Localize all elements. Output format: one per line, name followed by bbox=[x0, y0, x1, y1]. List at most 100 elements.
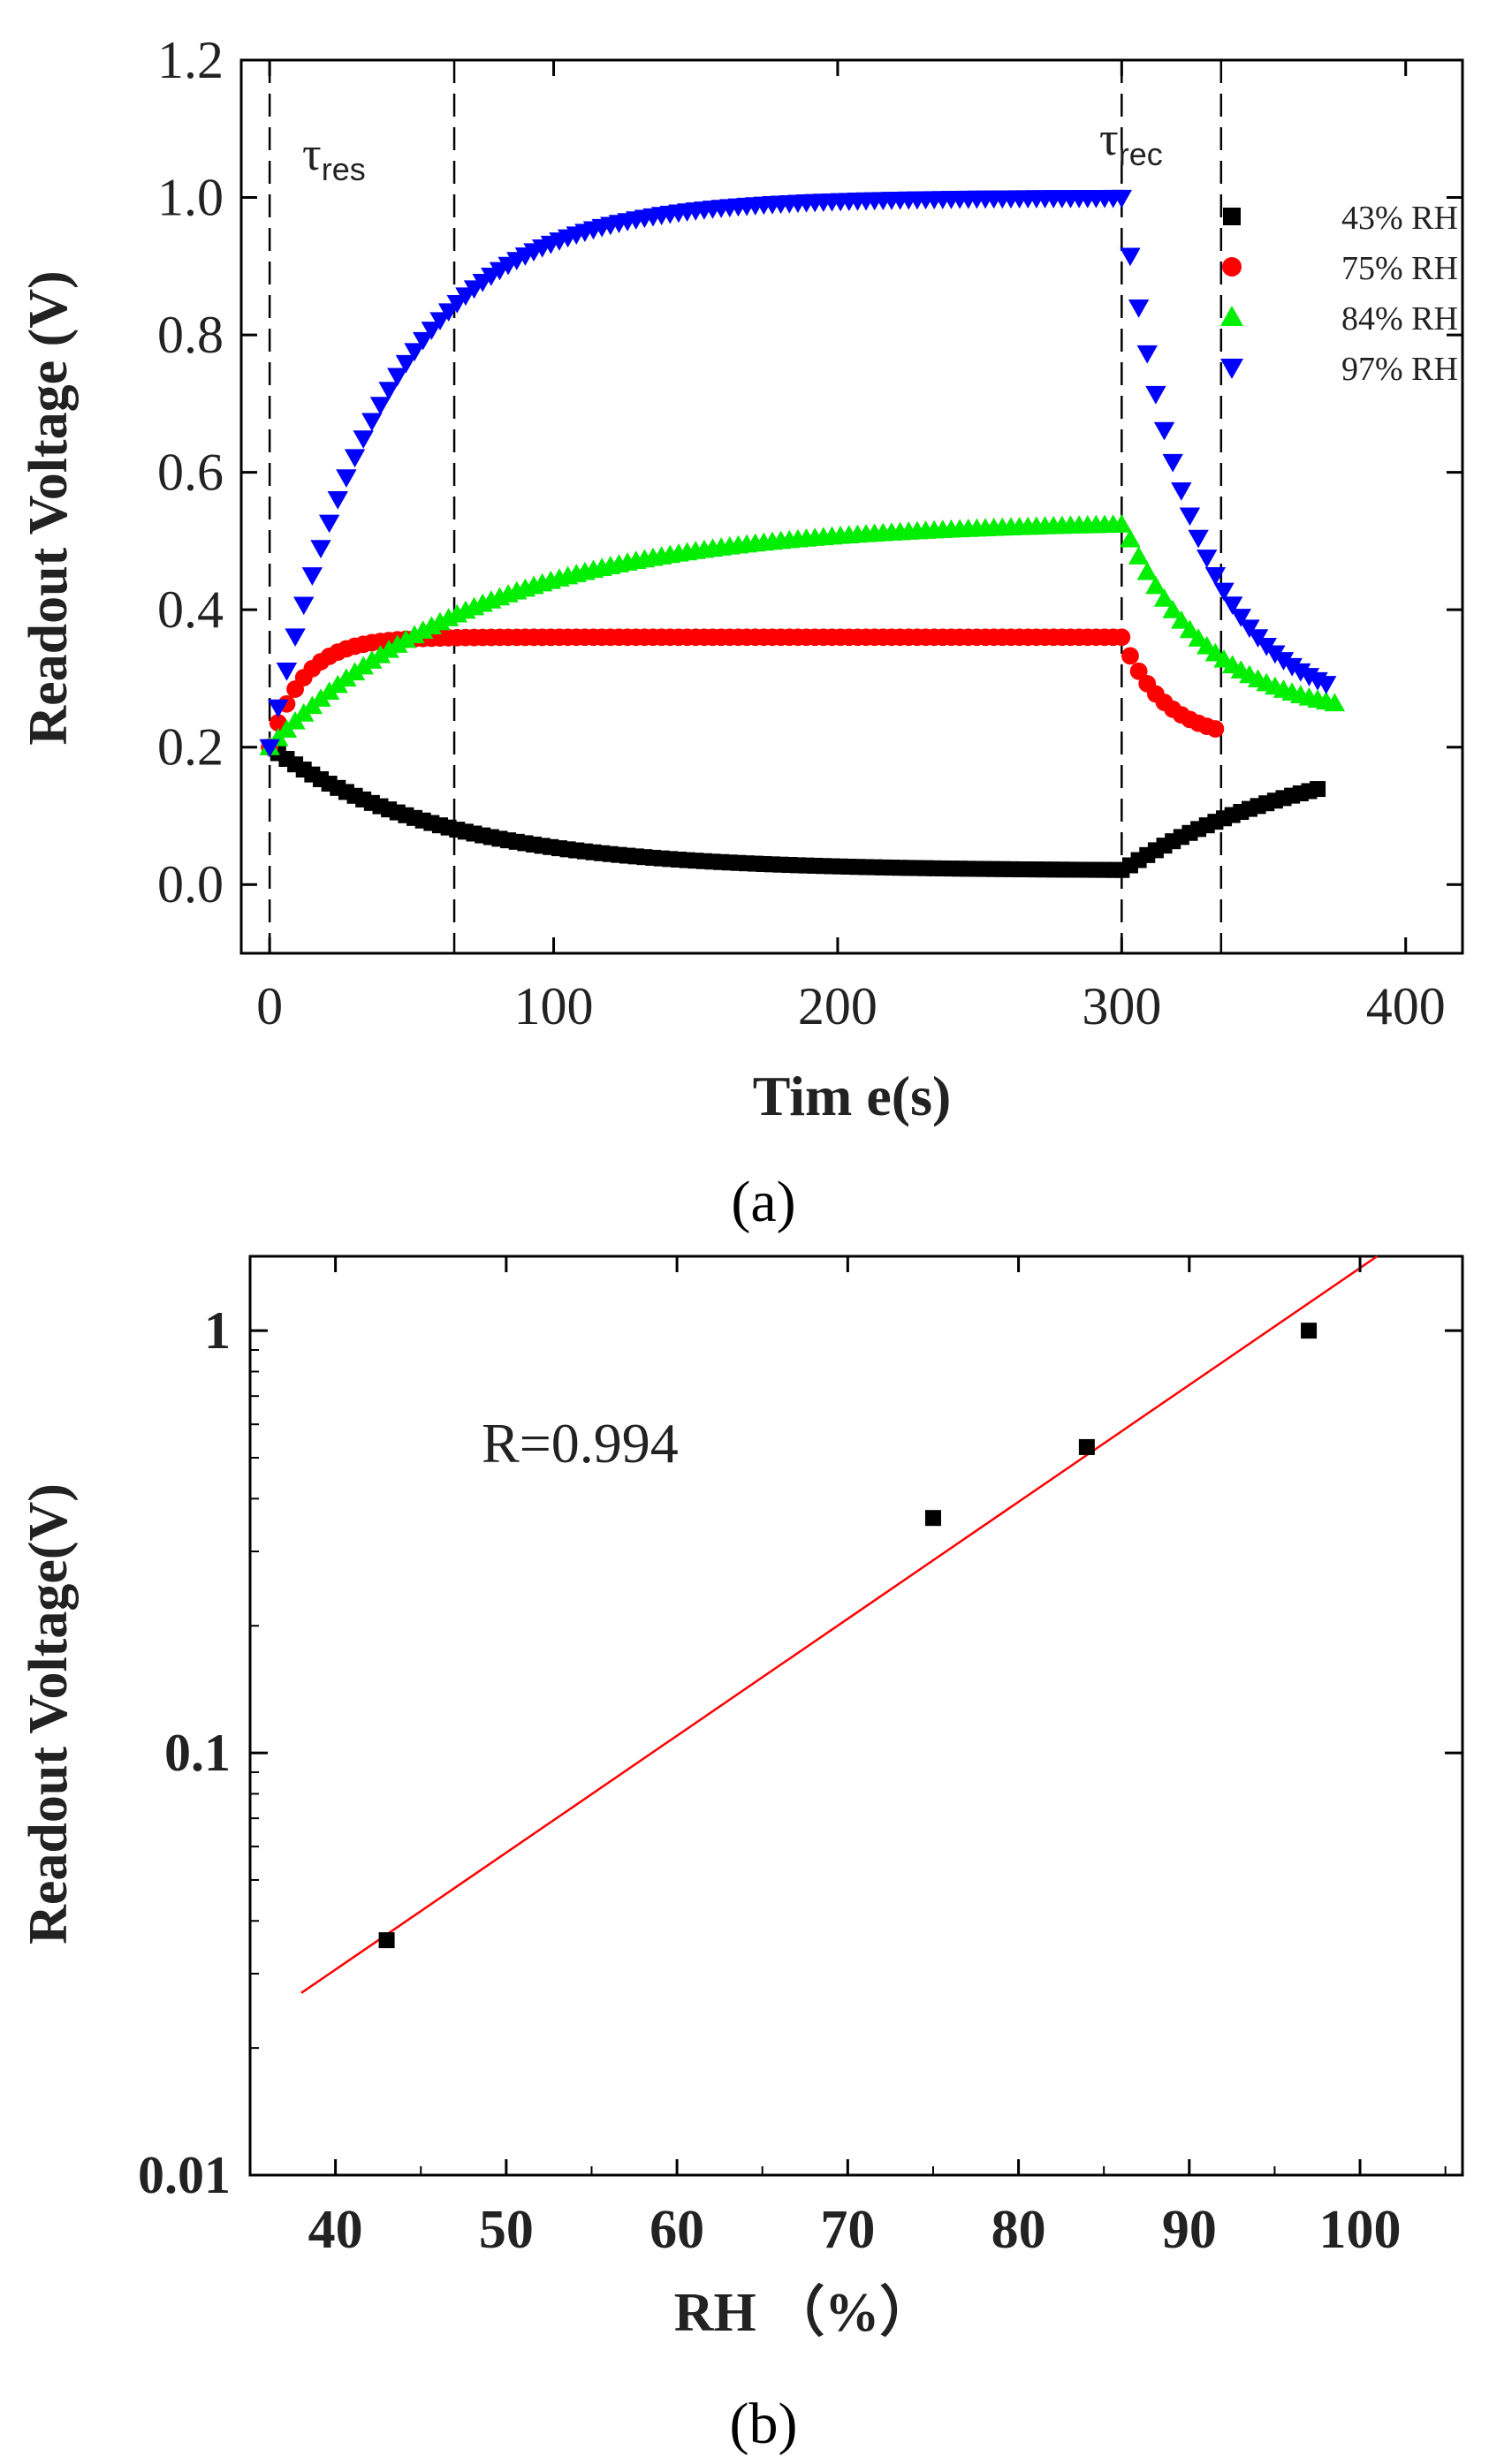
data-point bbox=[1136, 345, 1158, 364]
tau-res-symbol: τ bbox=[302, 127, 322, 180]
data-point bbox=[1179, 619, 1201, 639]
data-point bbox=[1171, 482, 1192, 501]
panel-b-ylabel: Readout Voltage(V) bbox=[19, 1483, 79, 1945]
panel-b-data bbox=[378, 1323, 1318, 1949]
x-tick-label: 40 bbox=[308, 2200, 363, 2260]
data-point bbox=[1204, 566, 1227, 586]
x-tick-label: 200 bbox=[798, 977, 877, 1035]
tau-res-annotation: τres bbox=[302, 127, 366, 187]
data-point bbox=[353, 656, 374, 675]
data-point bbox=[301, 567, 323, 586]
panel-a-legend: 43% RH 75% RH 84% RH 97% RH bbox=[1220, 200, 1458, 388]
data-point bbox=[1128, 546, 1150, 565]
tau-rec-subscript: rec bbox=[1119, 136, 1163, 172]
x-tick-label: 0 bbox=[256, 977, 283, 1035]
data-point bbox=[1113, 628, 1131, 647]
series-43-rh bbox=[262, 739, 1326, 878]
data-point bbox=[378, 639, 399, 658]
data-point bbox=[378, 1932, 395, 1949]
data-point bbox=[1230, 609, 1252, 627]
fit-line bbox=[300, 1255, 1379, 1994]
y-tick-label: 0.0 bbox=[157, 855, 224, 914]
x-tick-label: 60 bbox=[650, 2200, 704, 2260]
data-point bbox=[1136, 561, 1158, 580]
y-tick-label: 0.2 bbox=[157, 718, 224, 777]
data-point bbox=[310, 540, 331, 558]
data-point bbox=[1145, 575, 1166, 595]
data-point bbox=[318, 514, 340, 534]
data-point bbox=[1316, 676, 1337, 694]
x-tick-label: 90 bbox=[1162, 2200, 1217, 2260]
x-tick-label: 70 bbox=[820, 2200, 875, 2260]
y-tick-label: 0.01 bbox=[138, 2146, 231, 2204]
data-point bbox=[353, 430, 374, 449]
panel-b-annotation: R=0.994 bbox=[482, 1412, 679, 1475]
data-point bbox=[421, 322, 443, 340]
data-point bbox=[1301, 1323, 1318, 1339]
panel-a-caption: (a) bbox=[731, 1170, 795, 1234]
data-point bbox=[1221, 596, 1243, 615]
data-point bbox=[1145, 385, 1166, 405]
panel-a-ticks: 0 100 200 300 400 0.0 0.2 0.4 0.6 0.8 1.0 1.2 bbox=[157, 31, 1462, 1035]
data-point bbox=[437, 303, 460, 322]
data-point bbox=[1179, 507, 1201, 527]
data-point bbox=[1239, 619, 1260, 639]
data-point bbox=[378, 382, 399, 400]
series-75-rh bbox=[261, 628, 1225, 756]
data-point bbox=[1206, 720, 1225, 738]
data-point bbox=[1078, 1438, 1095, 1455]
data-point bbox=[412, 331, 434, 351]
legend-marker bbox=[1220, 359, 1243, 379]
data-point bbox=[1128, 299, 1150, 318]
legend-marker bbox=[1222, 257, 1242, 277]
panel-b-xlabel: RH （%） bbox=[674, 2281, 935, 2343]
data-point bbox=[1120, 247, 1141, 267]
data-point bbox=[1324, 693, 1346, 712]
data-point bbox=[924, 1510, 941, 1527]
data-point bbox=[1153, 588, 1175, 607]
legend-marker bbox=[1220, 306, 1243, 326]
data-point bbox=[404, 343, 425, 362]
legend-label: 43% RH bbox=[1341, 200, 1458, 237]
data-point bbox=[1197, 550, 1218, 568]
data-point bbox=[429, 312, 451, 331]
data-point bbox=[1290, 663, 1311, 682]
y-tick-label: 0.8 bbox=[157, 306, 224, 364]
y-tick-label: 1.2 bbox=[157, 31, 224, 89]
data-point bbox=[344, 449, 366, 468]
legend-label: 75% RH bbox=[1341, 250, 1458, 287]
data-point bbox=[369, 397, 391, 415]
data-point bbox=[1153, 421, 1175, 441]
data-point bbox=[276, 663, 298, 681]
data-point bbox=[259, 739, 280, 758]
tau-res-subscript: res bbox=[322, 151, 366, 187]
data-point bbox=[1213, 582, 1235, 602]
data-point bbox=[1162, 600, 1183, 618]
data-point bbox=[361, 413, 383, 432]
panel-b: 40 50 60 70 80 90 100 0.01 0.1 1 R=0.994 Readout … bbox=[19, 1255, 1464, 2456]
data-point bbox=[1171, 610, 1192, 629]
x-tick-label: 80 bbox=[991, 2200, 1046, 2260]
x-tick-label: 400 bbox=[1366, 977, 1446, 1035]
x-tick-label: 50 bbox=[479, 2200, 534, 2260]
panel-a: 0 100 200 300 400 0.0 0.2 0.4 0.6 0.8 1.0 1.2 Reado… bbox=[19, 31, 1464, 1234]
panel-b-caption: (b) bbox=[730, 2392, 798, 2456]
x-tick-label: 100 bbox=[514, 977, 594, 1035]
data-point bbox=[285, 628, 306, 648]
data-point bbox=[1310, 781, 1326, 798]
data-point bbox=[387, 368, 408, 387]
data-point bbox=[361, 650, 383, 669]
data-point bbox=[369, 644, 391, 663]
data-point bbox=[395, 354, 417, 374]
data-point bbox=[1162, 453, 1183, 473]
data-point bbox=[1129, 662, 1148, 680]
data-point bbox=[327, 490, 348, 510]
panel-b-plot-frame bbox=[248, 1255, 1464, 2177]
panel-b-ticks: 40 50 60 70 80 90 100 0.01 0.1 1 bbox=[138, 1256, 1462, 2260]
panel-a-data bbox=[259, 189, 1346, 878]
data-point bbox=[293, 596, 315, 616]
series-97-rh bbox=[259, 189, 1337, 758]
panel-a-ylabel: Readout Voltage (V) bbox=[19, 270, 79, 745]
tau-rec-annotation: τrec bbox=[1099, 112, 1163, 172]
